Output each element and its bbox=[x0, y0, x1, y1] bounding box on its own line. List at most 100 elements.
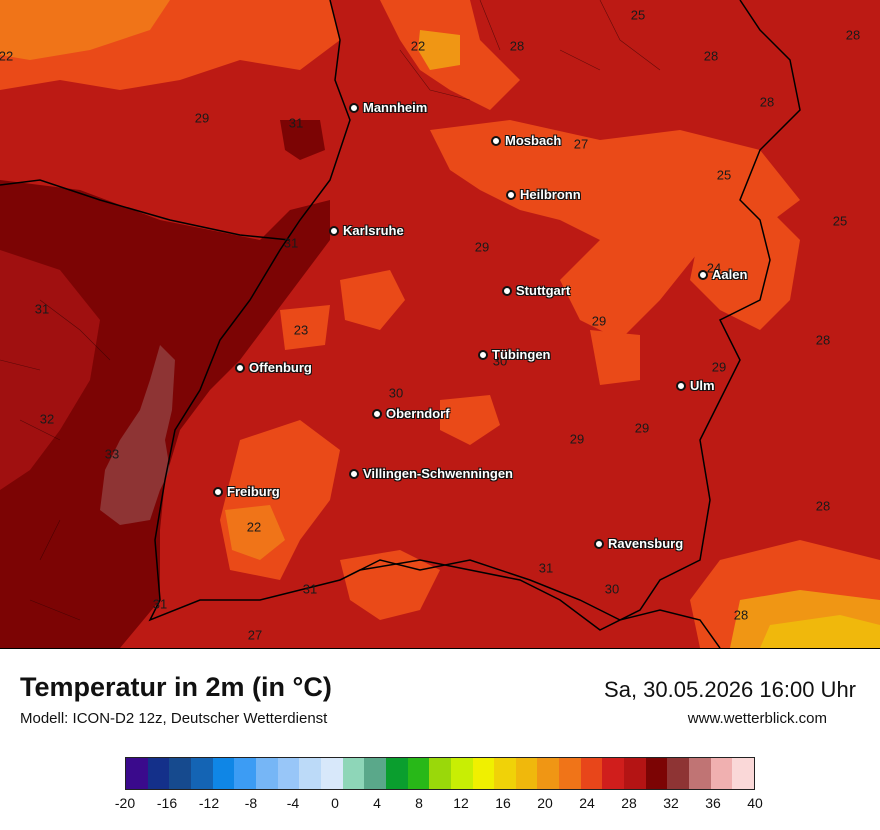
website-link[interactable]: www.wetterblick.com bbox=[687, 710, 827, 727]
legend-swatch bbox=[732, 758, 755, 789]
temp-value: 25 bbox=[630, 7, 646, 23]
legend-tick-label: -16 bbox=[156, 795, 178, 811]
city-label: Mosbach bbox=[505, 133, 562, 148]
city-aalen: Aalen bbox=[698, 267, 747, 282]
temp-value: 32 bbox=[39, 411, 55, 427]
city-karlsruhe: Karlsruhe bbox=[329, 223, 404, 238]
legend-tick-label: -8 bbox=[244, 795, 258, 811]
legend-tick-label: 36 bbox=[705, 795, 721, 811]
city-marker bbox=[478, 349, 488, 360]
cool-patch-3 bbox=[280, 305, 330, 350]
legend-swatch bbox=[342, 758, 365, 789]
legend-tick-label: -20 bbox=[114, 795, 136, 811]
color-legend bbox=[125, 757, 755, 790]
legend-tick-label: 12 bbox=[453, 795, 469, 811]
hottest-area bbox=[100, 345, 175, 525]
temp-value: 31 bbox=[288, 115, 304, 131]
cool-area-north2 bbox=[418, 30, 460, 70]
city-mosbach: Mosbach bbox=[491, 133, 561, 148]
cool-area-nw2 bbox=[0, 0, 170, 60]
city-marker bbox=[329, 225, 339, 236]
temp-value: 29 bbox=[474, 239, 490, 255]
city-marker bbox=[491, 135, 501, 146]
temp-value: 33 bbox=[104, 446, 120, 462]
legend-tick-label: 40 bbox=[747, 795, 763, 811]
legend-swatch bbox=[147, 758, 170, 789]
legend-tick-label: 28 bbox=[621, 795, 637, 811]
legend-swatch bbox=[624, 758, 646, 789]
city-marker bbox=[372, 408, 382, 419]
legend-swatch bbox=[429, 758, 451, 789]
temp-value: 30 bbox=[604, 581, 620, 597]
cool-area-east bbox=[690, 200, 800, 330]
legend-ticks: -20 -16 -12 -8 -4 0 4 8 12 16 20 24 28 32 36 40 bbox=[115, 795, 763, 815]
legend-swatch bbox=[190, 758, 213, 789]
temp-value: 28 bbox=[815, 332, 831, 348]
city-oberndorf: Oberndorf bbox=[372, 406, 450, 421]
legend-swatch bbox=[299, 758, 321, 789]
city-marker bbox=[213, 486, 223, 497]
legend-tick-label: 32 bbox=[663, 795, 679, 811]
cool-patch-4 bbox=[590, 330, 640, 385]
cool-patch-2 bbox=[440, 395, 500, 445]
legend-tick-label: -12 bbox=[198, 795, 220, 811]
city-label: Tübingen bbox=[492, 347, 551, 362]
temp-value: 27 bbox=[573, 136, 589, 152]
lake-border bbox=[339, 559, 721, 648]
cool-patch-1 bbox=[340, 270, 405, 330]
city-marker bbox=[502, 285, 512, 296]
cool-area-blackforest2 bbox=[225, 505, 285, 560]
city-marker bbox=[594, 538, 604, 549]
mannheim-hot bbox=[280, 120, 325, 160]
legend-swatch bbox=[126, 758, 148, 789]
map-canvas bbox=[0, 0, 880, 648]
legend-tick-label: 8 bbox=[415, 795, 423, 811]
temperature-map: 25 22 28 28 22 28 28 29 31 27 25 25 29 2… bbox=[0, 0, 880, 649]
legend-swatch bbox=[494, 758, 516, 789]
temp-value: 22 bbox=[0, 48, 14, 64]
city-label: Ravensburg bbox=[608, 536, 684, 551]
temp-value: 30 bbox=[388, 385, 404, 401]
legend-swatch bbox=[559, 758, 581, 789]
temp-value: 29 bbox=[634, 420, 650, 436]
city-stuttgart: Stuttgart bbox=[502, 283, 570, 298]
temp-value: 22 bbox=[410, 38, 426, 54]
legend-swatch bbox=[537, 758, 560, 789]
legend-swatch bbox=[472, 758, 495, 789]
model-info: Modell: ICON-D2 12z, Deutscher Wetterdie… bbox=[20, 710, 328, 727]
temp-value: 25 bbox=[832, 213, 848, 229]
temp-value: 31 bbox=[34, 301, 50, 317]
temp-value: 29 bbox=[194, 110, 210, 126]
city-label: Heilbronn bbox=[520, 187, 581, 202]
legend-swatch bbox=[212, 758, 235, 789]
city-label: Offenburg bbox=[249, 360, 312, 375]
temp-value: 24 bbox=[706, 260, 722, 276]
city-label: Ulm bbox=[690, 378, 715, 393]
city-offenburg: Offenburg bbox=[235, 360, 312, 375]
legend-tick-label: -4 bbox=[286, 795, 300, 811]
city-marker bbox=[349, 102, 359, 113]
city-label: Stuttgart bbox=[516, 283, 571, 298]
temp-value: 25 bbox=[716, 167, 732, 183]
temp-value: 29 bbox=[711, 359, 727, 375]
legend-swatch bbox=[710, 758, 733, 789]
city-tuebingen: Tübingen bbox=[478, 347, 551, 362]
temp-value: 28 bbox=[733, 607, 749, 623]
legend-swatch bbox=[667, 758, 690, 789]
city-marker bbox=[349, 468, 359, 479]
city-marker bbox=[676, 380, 686, 391]
legend-tick-label: 4 bbox=[373, 795, 381, 811]
temp-value: 28 bbox=[509, 38, 525, 54]
district-lines bbox=[0, 0, 661, 621]
city-marker bbox=[698, 269, 708, 280]
city-label: Freiburg bbox=[227, 484, 280, 499]
legend-swatch bbox=[234, 758, 256, 789]
cool-area-southeast3 bbox=[760, 615, 880, 648]
city-marker bbox=[235, 362, 245, 373]
city-label: Aalen bbox=[712, 267, 748, 282]
country-border bbox=[0, 179, 291, 241]
city-label: Oberndorf bbox=[386, 406, 450, 421]
legend-tick-label: 0 bbox=[331, 795, 339, 811]
legend-swatch bbox=[277, 758, 300, 789]
legend-swatch bbox=[255, 758, 278, 789]
